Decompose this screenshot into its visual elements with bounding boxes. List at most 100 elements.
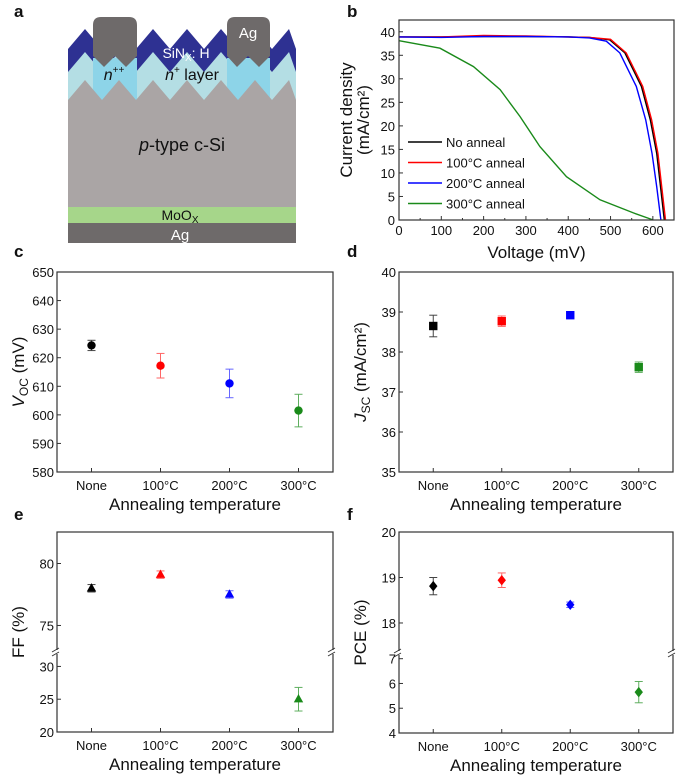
legend-label: 300°C anneal — [446, 197, 525, 212]
x-tick-label: 100°C — [142, 738, 178, 753]
marker-triangle — [224, 589, 235, 598]
x-axis-title: Annealing temperature — [109, 755, 281, 774]
x-tick-label: 200°C — [211, 738, 247, 753]
panel-letter-f: f — [347, 505, 353, 524]
y-tick-label: 640 — [32, 294, 54, 309]
y-axis-title-sub: SC — [359, 396, 373, 413]
plot-frame — [56, 531, 334, 733]
axis-break-mark — [51, 647, 60, 657]
jv-curve-1 — [399, 34, 667, 221]
y-tick-label: 80 — [40, 556, 54, 571]
chart-d: 35 36 37 38 39 40 None 100°C 200°C 300°C Annealing… — [351, 265, 674, 514]
y-axis-title-main: V — [9, 394, 28, 407]
sinx-label: SiNX: H — [162, 45, 209, 64]
panel-letter-c: c — [14, 242, 23, 261]
y-tick-label: 5 — [389, 701, 396, 716]
y-tick-label: 620 — [32, 351, 54, 366]
x-tick-label: 200°C — [552, 478, 588, 493]
axis-break-mark — [667, 648, 676, 658]
axis-break-mark — [327, 647, 336, 657]
x-tick-label: 0 — [395, 223, 402, 238]
y-tick-label: 20 — [381, 119, 395, 134]
y-tick-label: 38 — [382, 345, 396, 360]
y-tick-label: 610 — [32, 379, 54, 394]
marker-circle — [87, 341, 96, 350]
x-tick-label: None — [76, 478, 107, 493]
plot-frame — [398, 271, 674, 473]
axis-break-gap — [330, 650, 336, 654]
charts: 0 100 200 300 400 500 600 0 5 10 15 20 25 30 35 40 Volta… — [9, 19, 676, 775]
x-tick-label: 400 — [557, 223, 579, 238]
y-tick-label: 25 — [40, 692, 54, 707]
legend-label: No anneal — [446, 135, 505, 150]
p-type-silicon-label: p-type c-Si — [138, 135, 225, 155]
x-tick-label: 300 — [515, 223, 537, 238]
y-axis-title: PCE (%) — [351, 599, 370, 665]
chart-c: 580 590 600 610 620 630 640 650 None 100°C 200°C 30… — [9, 265, 334, 514]
plot-frame — [398, 19, 675, 221]
marker-square — [634, 363, 643, 372]
ag-front-contact — [227, 17, 270, 67]
y-tick-label: 39 — [382, 305, 396, 320]
x-tick-label: 300°C — [280, 478, 316, 493]
x-tick-label: None — [418, 739, 449, 754]
y-axis-title-unit: (mV) — [9, 337, 28, 379]
x-tick-label: 200 — [473, 223, 495, 238]
y-tick-label: 15 — [381, 142, 395, 157]
moox-layer — [68, 207, 296, 223]
axis-break-gap — [54, 650, 60, 654]
axis-break-gap — [670, 651, 676, 655]
marker-square — [566, 311, 575, 320]
marker-square — [429, 321, 438, 331]
y-axis-title: JSC (mA/cm²) — [351, 322, 373, 423]
y-axis-title-main: PCE (%) — [351, 599, 370, 665]
y-tick-label: 580 — [32, 465, 54, 480]
y-tick-label: 40 — [381, 25, 395, 40]
marker-triangle — [86, 583, 97, 592]
y-tick-label: 25 — [381, 95, 395, 110]
y-tick-label: 5 — [388, 189, 395, 204]
x-tick-label: 600 — [642, 223, 664, 238]
legend: No anneal 100°C anneal 200°C anneal 300°C a… — [408, 135, 525, 212]
plot-frame — [56, 271, 334, 473]
jv-curve-3 — [398, 40, 654, 221]
ag-back-contact — [68, 223, 296, 243]
y-axis-title-main: J — [351, 413, 370, 423]
y-tick-label: 20 — [382, 525, 396, 540]
ag-front-contact — [93, 17, 137, 67]
y-tick-label: 6 — [389, 676, 396, 691]
plot-frame — [398, 531, 674, 734]
y-tick-label: 30 — [381, 72, 395, 87]
y-tick-label: 4 — [389, 726, 396, 741]
p-type-silicon-layer — [68, 80, 296, 208]
y-axis-title-main: FF (%) — [9, 606, 28, 658]
y-axis-title-unit: (mA/cm²) — [351, 322, 370, 397]
legend-label: 200°C anneal — [446, 176, 525, 191]
ag-top-label: Ag — [239, 25, 257, 42]
y-tick-label: 590 — [32, 436, 54, 451]
x-tick-label: 100°C — [142, 478, 178, 493]
jv-curve-2 — [398, 35, 662, 221]
n-plus-plus-label: n++ — [104, 65, 125, 84]
moox-label: MoOX — [161, 207, 198, 226]
marker-circle — [294, 406, 303, 415]
y-tick-label: 30 — [40, 659, 54, 674]
y-tick-label: 35 — [382, 465, 396, 480]
axis-break-gap — [396, 651, 402, 655]
panel-letter-e: e — [14, 505, 23, 524]
x-axis-title: Annealing temperature — [109, 495, 281, 514]
y-tick-label: 36 — [382, 425, 396, 440]
y-tick-label: 75 — [40, 618, 54, 633]
x-tick-label: 300°C — [621, 478, 657, 493]
marker-diamond — [497, 575, 506, 586]
y-tick-label: 10 — [381, 166, 395, 181]
x-tick-label: None — [418, 478, 449, 493]
axis-break-mark — [393, 648, 402, 658]
y-tick-label: 650 — [32, 265, 54, 280]
x-tick-label: 300°C — [280, 738, 316, 753]
panel-letter-d: d — [347, 242, 357, 261]
y-axis-title: FF (%) — [9, 606, 28, 658]
y-tick-label: 20 — [40, 725, 54, 740]
y-tick-label: 600 — [32, 408, 54, 423]
